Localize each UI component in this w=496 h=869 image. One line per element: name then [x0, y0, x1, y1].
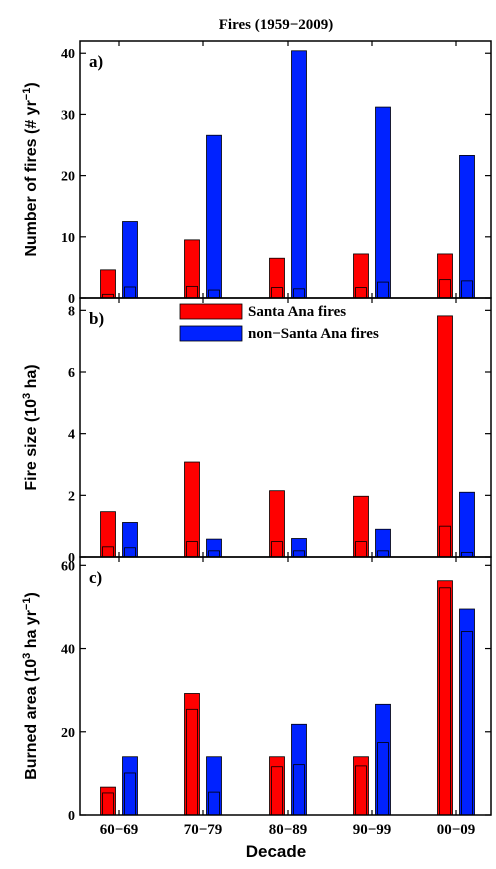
panel-label: b)	[89, 309, 104, 328]
x-tick-label: 60−69	[100, 822, 139, 838]
y-tick-label: 6	[68, 366, 75, 381]
y-tick-label: 10	[61, 231, 75, 246]
y-tick-label: 0	[68, 551, 75, 566]
legend-label: non−Santa Ana fires	[248, 326, 379, 342]
legend: Santa Ana fires non−Santa Ana fires	[179, 303, 379, 342]
non-santa-ana-bar	[122, 221, 138, 299]
non-santa-ana-bar	[206, 134, 222, 299]
panel-a: 0 10 20 30 40 a) Number of fires (# yr−1)	[21, 40, 492, 307]
y-tick-label: 40	[61, 47, 75, 62]
y-tick-label: 20	[61, 170, 75, 185]
x-tick-label: 90−99	[353, 822, 392, 838]
y-tick-label: 4	[68, 428, 75, 443]
x-tick-label: 80−89	[269, 822, 308, 838]
panels: 0 10 20 30 40 a) Number of fires (# yr−1) 0 2 4 6 8…	[21, 40, 492, 838]
y-tick-label: 2	[68, 489, 75, 504]
santa-ana-bar	[437, 315, 453, 558]
legend-swatch-santa-ana	[179, 303, 243, 320]
x-tick-label: 70−79	[184, 822, 223, 838]
legend-swatch-non-santa-ana	[179, 325, 243, 342]
santa-ana-bar	[100, 269, 116, 299]
panel-frame	[79, 556, 492, 816]
non-santa-ana-bar	[375, 106, 391, 299]
panel-c: 0 20 40 60 c) Burned area (103 ha yr−1)	[21, 556, 492, 824]
legend-label: Santa Ana fires	[248, 304, 346, 320]
y-tick-label: 0	[68, 809, 75, 824]
y-tick-label: 30	[61, 108, 75, 123]
y-axis-label: Number of fires (# yr−1)	[21, 82, 40, 256]
non-santa-ana-bar	[459, 491, 475, 558]
panel-label: a)	[89, 52, 103, 71]
panel-frame	[79, 40, 492, 299]
x-tick-label: 00−09	[437, 822, 476, 838]
x-axis-label: Decade	[246, 842, 306, 861]
non-santa-ana-bar	[459, 155, 475, 299]
panel-b: 0 2 4 6 8 b) Fire size (103 ha)	[21, 297, 492, 566]
chart-title: Fires (1959−2009)	[219, 17, 334, 33]
panel-label: c)	[89, 568, 102, 587]
y-tick-label: 0	[68, 292, 75, 307]
y-tick-label: 60	[61, 559, 75, 574]
y-tick-label: 8	[68, 304, 75, 319]
y-tick-label: 20	[61, 726, 75, 741]
non-santa-ana-bar	[291, 50, 307, 299]
y-axis-label: Burned area (103 ha yr−1)	[21, 592, 40, 780]
y-axis-label: Fire size (103 ha)	[21, 364, 40, 490]
y-tick-label: 40	[61, 643, 75, 658]
